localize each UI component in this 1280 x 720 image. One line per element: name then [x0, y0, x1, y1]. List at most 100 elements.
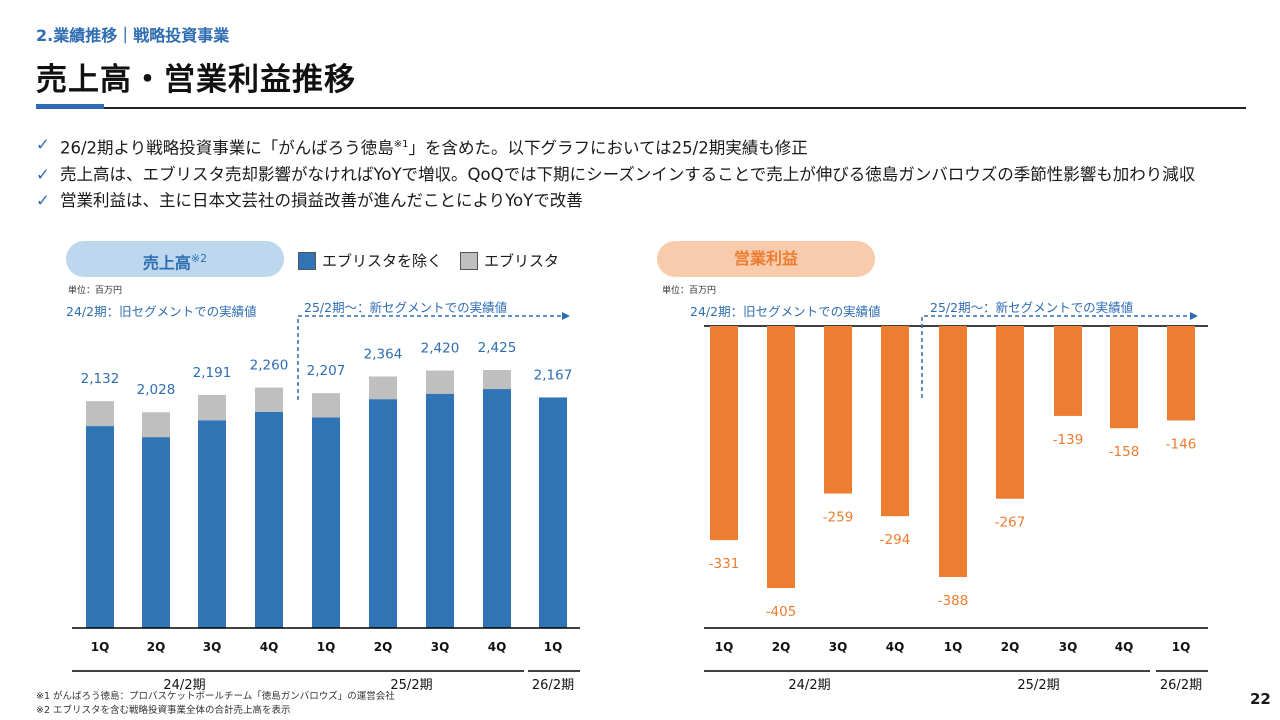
legend-item-excluding-everystar: エブリスタを除く: [298, 250, 442, 271]
bullet-text-after: 」を含めた。以下グラフにおいては25/2期実績も修正: [408, 138, 808, 158]
data-label: 2,420: [421, 341, 460, 357]
footnote-1: ※1 がんばろう徳島：プロバスケットボールチーム「徳島ガンバロウズ」の運営会社: [36, 691, 395, 702]
data-label: -388: [938, 593, 969, 609]
x-tick-label: 1Q: [91, 640, 110, 654]
legend-label: エブリスタを除く: [322, 252, 443, 270]
bar-excluding-everystar: [483, 389, 511, 628]
data-label: 2,028: [137, 382, 176, 398]
sales-chart-title-text: 売上高: [142, 253, 191, 273]
x-tick-label: 2Q: [147, 640, 166, 654]
data-label: -158: [1109, 444, 1140, 460]
bullet-text: 26/2期より戦略投資事業に「がんばろう徳島: [60, 138, 394, 158]
legend-label: エブリスタ: [484, 252, 560, 270]
check-icon: ✓: [36, 190, 50, 210]
data-label: -267: [995, 515, 1026, 531]
page-title: 売上高・営業利益推移: [36, 62, 356, 98]
segment-label-new: 25/2期～：新セグメントでの実績値: [930, 300, 1133, 315]
data-label: -259: [823, 510, 854, 526]
bar-everystar: [426, 370, 454, 394]
data-label: 2,132: [81, 371, 120, 387]
x-tick-label: 3Q: [203, 640, 222, 654]
bullet-list: ✓ 26/2期より戦略投資事業に「がんばろう徳島※1」を含めた。以下グラフにおい…: [36, 132, 1256, 214]
bar-everystar: [142, 412, 170, 438]
data-label: 2,425: [478, 340, 517, 356]
x-tick-label: 4Q: [260, 640, 279, 654]
bar-operating-profit: [996, 326, 1024, 499]
bar-excluding-everystar: [369, 399, 397, 628]
page-number: 22: [1250, 690, 1271, 708]
segment-arrow-head: [1190, 312, 1198, 320]
group-label: 24/2期: [163, 678, 205, 690]
data-label: -405: [766, 604, 797, 620]
bar-excluding-everystar: [539, 397, 567, 628]
x-tick-label: 2Q: [1001, 640, 1020, 654]
group-label: 25/2期: [1017, 678, 1059, 690]
bar-everystar: [86, 401, 114, 427]
sales-chart-title: 売上高※2: [66, 241, 284, 277]
bullet-note: ※1: [393, 139, 409, 150]
op-unit-label: 単位：百万円: [662, 286, 717, 296]
sales-chart-title-note: ※2: [190, 252, 208, 265]
bullet-item: ✓ 営業利益は、主に日本文芸社の損益改善が進んだことによりYoYで改善: [36, 188, 1256, 214]
bar-operating-profit: [881, 326, 909, 517]
segment-arrow-head: [562, 312, 570, 320]
x-tick-label: 1Q: [317, 640, 336, 654]
legend-swatch-gray: [460, 251, 478, 270]
legend-item-everystar: エブリスタ: [460, 250, 559, 271]
legend-swatch-blue: [298, 251, 316, 270]
bar-excluding-everystar: [198, 420, 226, 628]
bar-everystar: [198, 394, 226, 421]
x-tick-label: 3Q: [829, 640, 848, 654]
bar-excluding-everystar: [142, 437, 170, 628]
data-label: 2,191: [193, 365, 232, 381]
bar-everystar: [312, 393, 340, 418]
data-label: 2,260: [250, 358, 289, 374]
group-label: 26/2期: [532, 678, 574, 690]
data-label: 2,167: [534, 367, 573, 383]
segment-label-old: 24/2期：旧セグメントでの実績値: [690, 304, 881, 319]
bar-operating-profit: [767, 326, 795, 588]
operating-profit-chart: -331 -405 -259 -294 -388 -267 -139 -158 -146 1Q 2Q…: [690, 300, 1208, 690]
bullet-text: 営業利益は、主に日本文芸社の損益改善が進んだことによりYoYで改善: [60, 190, 583, 210]
bar-everystar: [369, 376, 397, 400]
bar-operating-profit: [1054, 326, 1082, 416]
x-tick-label: 4Q: [488, 640, 507, 654]
bullet-item: ✓ 売上高は、エブリスタ売却影響がなければYoYで増収。QoQでは下期にシーズン…: [36, 162, 1256, 188]
bar-excluding-everystar: [255, 411, 283, 628]
bar-excluding-everystar: [86, 426, 114, 628]
x-tick-label: 3Q: [1059, 640, 1078, 654]
x-tick-label: 2Q: [772, 640, 791, 654]
bar-excluding-everystar: [426, 393, 454, 628]
title-underline-accent: [36, 104, 104, 109]
data-label: -331: [709, 556, 740, 572]
x-tick-label: 4Q: [1115, 640, 1134, 654]
x-tick-label: 1Q: [944, 640, 963, 654]
bullet-text: 売上高は、エブリスタ売却影響がなければYoYで増収。QoQでは下期にシーズンイン…: [60, 164, 1196, 184]
segment-arrow: [297, 315, 562, 400]
x-tick-label: 3Q: [431, 640, 450, 654]
bar-everystar: [483, 370, 511, 390]
segment-label-new: 25/2期～：新セグメントでの実績値: [304, 300, 507, 315]
segment-label-old: 24/2期：旧セグメントでの実績値: [66, 304, 257, 319]
x-tick-label: 1Q: [715, 640, 734, 654]
data-label: 2,364: [364, 346, 403, 362]
sales-unit-label: 単位：百万円: [68, 286, 123, 296]
bar-everystar: [255, 387, 283, 412]
title-underline: [104, 107, 1246, 109]
data-label: -139: [1053, 432, 1084, 448]
group-label: 26/2期: [1160, 678, 1202, 690]
bar-operating-profit: [1110, 326, 1138, 429]
data-label: 2,207: [307, 363, 346, 379]
segment-arrow: [921, 315, 1190, 398]
footnotes: ※1 がんばろう徳島：プロバスケットボールチーム「徳島ガンバロウズ」の運営会社 …: [36, 690, 395, 718]
data-label: -294: [880, 532, 911, 548]
bullet-item: ✓ 26/2期より戦略投資事業に「がんばろう徳島※1」を含めた。以下グラフにおい…: [36, 132, 1256, 162]
x-tick-label: 1Q: [544, 640, 563, 654]
bar-operating-profit: [824, 326, 852, 494]
op-chart-title: 営業利益: [657, 241, 875, 277]
check-icon: ✓: [36, 135, 50, 154]
sales-chart: 2,132 2,028 2,191 2,260 2,207 2,364 2,420 2,425…: [66, 300, 580, 690]
bar-operating-profit: [710, 326, 738, 541]
group-label: 24/2期: [788, 678, 830, 690]
x-tick-label: 1Q: [1172, 640, 1191, 654]
